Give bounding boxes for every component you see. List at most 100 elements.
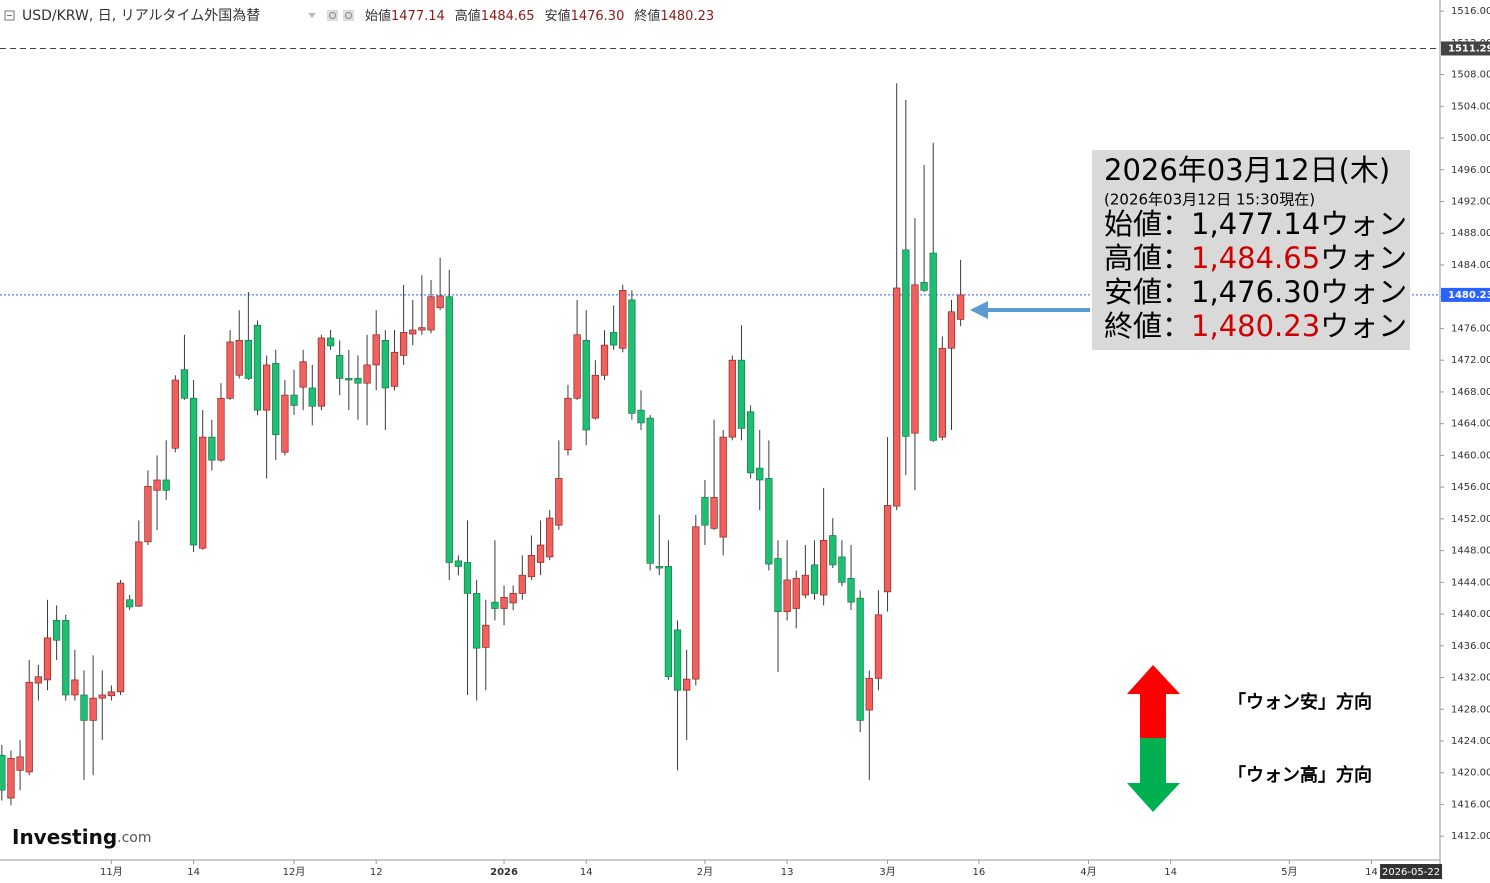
y-tick-label: 1504.00 — [1451, 101, 1490, 112]
candle-body — [43, 637, 52, 681]
candle-body — [838, 556, 846, 583]
info-separator: ： — [1162, 207, 1191, 241]
info-unit: ウォン — [1320, 207, 1407, 241]
candle-body — [929, 252, 937, 441]
candle-body — [637, 409, 645, 424]
candle-body — [829, 535, 837, 566]
candle-body — [893, 287, 901, 507]
x-tick-label: 4月 — [1080, 866, 1096, 878]
info-row: 始値：1,477.14ウォン — [1104, 207, 1407, 241]
x-tick-label: 5月 — [1281, 866, 1297, 878]
up-direction-label: 「ウォン安」方向 — [1228, 691, 1372, 713]
x-tick-label: 2月 — [697, 866, 713, 878]
candle-body — [299, 361, 307, 388]
candle-body — [199, 436, 207, 549]
y-tick-label: 1412.00 — [1451, 831, 1490, 842]
y-tick-label: 1492.00 — [1451, 197, 1490, 208]
logo: Investing.com — [12, 825, 152, 849]
candle-body — [883, 505, 892, 593]
y-tick-label: 1452.00 — [1451, 514, 1490, 525]
candle-body — [737, 359, 746, 429]
info-unit: ウォン — [1320, 275, 1407, 309]
info-as-of: (2026年03月12日 15:30現在) — [1104, 191, 1315, 209]
x-tick-label: 14 — [187, 867, 200, 878]
candle-body — [491, 601, 499, 609]
info-date: 2026年03月12日(木) — [1104, 153, 1390, 187]
y-tick-label: 1488.00 — [1451, 228, 1490, 239]
info-rows: 始値：1,477.14ウォン高値：1,484.65ウォン安値：1,476.30ウ… — [1104, 207, 1407, 343]
candle-body — [719, 436, 727, 538]
candle-body — [98, 694, 106, 699]
candle-body — [600, 344, 609, 376]
candle-body — [509, 593, 517, 604]
eye-icon-dot — [329, 12, 336, 19]
candle-body — [756, 467, 764, 481]
info-label: 高値 — [1104, 241, 1162, 275]
candle-body — [71, 679, 79, 696]
candle-body — [281, 394, 289, 453]
candle-body — [189, 397, 198, 546]
y-tick-label: 1424.00 — [1451, 736, 1490, 747]
ohlc-value: 1484.65 — [481, 9, 535, 24]
y-tick-label: 1472.00 — [1451, 355, 1490, 366]
reference-label: 1511.29 — [1448, 43, 1490, 54]
candle-body — [783, 579, 791, 613]
eye-icon[interactable] — [327, 10, 338, 21]
y-tick-label: 1468.00 — [1451, 387, 1490, 398]
candle-body — [473, 593, 481, 649]
candle-body — [180, 369, 189, 399]
logo-name: Investing — [12, 825, 117, 849]
candle-body — [728, 359, 736, 438]
y-tick-label: 1476.00 — [1451, 323, 1490, 334]
candle-body — [226, 341, 234, 399]
y-tick-label: 1484.00 — [1451, 260, 1490, 271]
ohlc-value: 1476.30 — [571, 9, 625, 24]
candle-body — [673, 629, 682, 691]
info-label: 安値 — [1104, 275, 1162, 309]
candle-body — [619, 290, 627, 349]
candle-body — [381, 340, 389, 389]
collapse-icon[interactable] — [4, 10, 15, 21]
ohlc-label: 高値 — [455, 8, 481, 24]
y-tick-label: 1516.00 — [1451, 6, 1490, 17]
y-tick-label: 1420.00 — [1451, 768, 1490, 779]
info-row: 安値：1,476.30ウォン — [1104, 275, 1407, 309]
settings-icon[interactable] — [343, 10, 354, 21]
candle-body — [336, 355, 344, 379]
candle-body — [820, 539, 828, 596]
candle-body — [746, 411, 755, 474]
candle-body — [582, 340, 590, 431]
candle-body — [847, 578, 855, 603]
candle-body — [865, 677, 873, 711]
candle-body — [774, 558, 782, 613]
candle-body — [482, 624, 490, 648]
candle-body — [445, 296, 453, 563]
candle-body — [52, 620, 61, 641]
candle-body — [7, 758, 15, 799]
candle-body — [938, 347, 946, 438]
info-value: 1,477.14 — [1191, 207, 1320, 241]
candle-body — [244, 340, 253, 379]
candle-body — [89, 697, 97, 721]
x-tick-label: 14 — [1164, 867, 1177, 878]
candle-body — [290, 394, 298, 406]
dropdown-icon[interactable] — [308, 13, 316, 18]
reference-label: 1480.23 — [1448, 290, 1490, 301]
ohlc-value: 1477.14 — [391, 9, 445, 24]
candle-body — [80, 694, 88, 721]
plot-area — [0, 47, 1440, 806]
candle-body — [628, 299, 636, 414]
y-tick-label: 1500.00 — [1451, 133, 1490, 144]
info-value: 1,484.65 — [1191, 241, 1320, 275]
candle-body — [947, 311, 956, 349]
symbol: USD/KRW, 日, リアルタイム外国為替 — [22, 8, 260, 24]
candle-body — [126, 599, 134, 608]
candle-body — [308, 387, 316, 407]
candle-body — [920, 282, 928, 291]
x-tick-label: 16 — [973, 867, 986, 878]
info-label: 終値 — [1104, 309, 1162, 343]
candle-body — [262, 364, 271, 411]
candle-body — [454, 560, 463, 567]
candle-body — [135, 541, 143, 607]
